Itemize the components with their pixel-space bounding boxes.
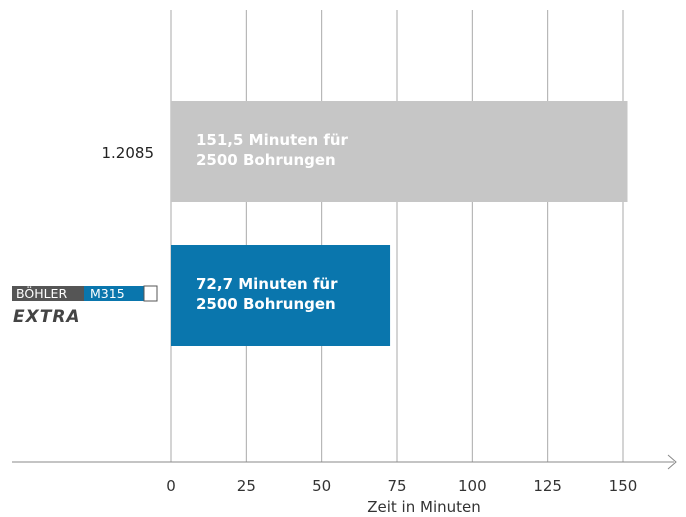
category-label-1-2085: 1.2085 [102,144,155,162]
bars [171,101,628,346]
boehler-m315-extra-logo: BÖHLER M315 EXTRA [12,285,158,327]
logo-end-box [143,285,158,302]
bar-data-label: 151,5 Minuten für [196,131,349,149]
x-tick-label: 0 [166,477,176,495]
x-tick-label: 125 [533,477,562,495]
x-tick-labels: 0 25 50 75 100 125 150 [166,477,637,495]
logo-grade-text: M315 [90,286,125,301]
bar [171,245,391,346]
bar-data-label: 2500 Bohrungen [196,151,336,169]
logo-grade-box [84,286,144,301]
x-tick-label: 25 [237,477,256,495]
bar [171,101,628,202]
logo-brand-box [12,286,84,301]
x-axis [12,454,677,470]
x-axis-title: Zeit in Minuten [367,498,481,516]
bar-data-label: 2500 Bohrungen [196,295,336,313]
x-tick-label: 150 [609,477,638,495]
bar-data-label: 72,7 Minuten für [196,275,338,293]
x-tick-label: 75 [387,477,406,495]
x-axis-arrow-icon [667,454,677,470]
x-tick-label: 100 [458,477,487,495]
grid-lines [170,10,624,462]
bar-labels: 151,5 Minuten für 2500 Bohrungen 72,7 Minu… [196,131,349,313]
logo-extra-text: EXTRA [13,307,81,327]
logo-brand-text: BÖHLER [16,285,67,301]
x-tick-label: 50 [312,477,331,495]
